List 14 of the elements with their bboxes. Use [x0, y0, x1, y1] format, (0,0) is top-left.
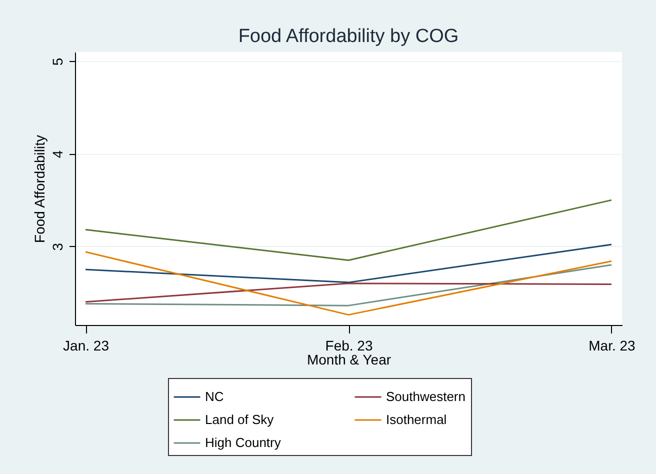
y-tick-label: 5	[50, 58, 66, 66]
legend-label: NC	[205, 389, 224, 404]
legend-label: High Country	[205, 435, 282, 450]
y-tick-label: 4	[50, 150, 66, 158]
legend-label: Southwestern	[386, 389, 466, 404]
legend-label: Land of Sky	[205, 412, 274, 427]
x-tick-label: Jan. 23	[63, 338, 110, 354]
x-tick-label: Mar. 23	[588, 338, 636, 354]
y-axis-title: Food Affordability	[32, 135, 48, 243]
x-tick-label: Feb. 23	[325, 338, 373, 354]
chart-title: Food Affordability by COG	[238, 26, 459, 47]
x-axis-title: Month & Year	[306, 352, 392, 368]
legend-label: Isothermal	[386, 412, 447, 427]
y-tick-label: 3	[50, 242, 66, 251]
